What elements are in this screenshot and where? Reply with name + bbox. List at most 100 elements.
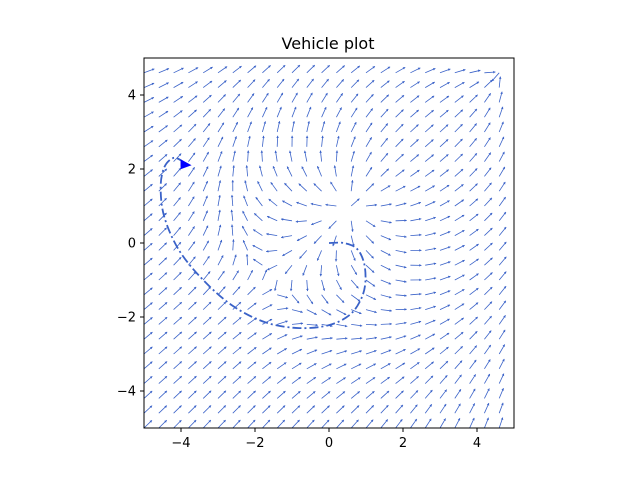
y-tick-label: 4 — [128, 89, 136, 104]
field-arrowhead — [417, 67, 421, 70]
field-arrowhead — [489, 197, 492, 201]
field-arrowhead — [457, 418, 461, 421]
field-arrowhead — [488, 137, 491, 141]
field-arrowhead — [460, 169, 464, 172]
field-arrowhead — [208, 346, 212, 350]
field-arrowhead — [282, 253, 285, 256]
field-arrowhead — [258, 165, 262, 169]
field-arrowhead — [164, 376, 168, 379]
field-arrowhead — [388, 349, 392, 352]
field-arrowhead — [218, 195, 221, 198]
field-arrowhead — [353, 136, 356, 139]
field-arrowhead — [386, 94, 389, 98]
field-arrowhead — [208, 109, 211, 112]
field-arrowhead — [234, 136, 237, 139]
field-arrowhead — [266, 250, 269, 253]
field-arrowhead — [385, 108, 389, 112]
field-arrowhead — [218, 209, 221, 213]
field-arrowhead — [164, 317, 168, 320]
field-arrowhead — [239, 66, 242, 69]
field-arrowhead — [355, 93, 359, 97]
field-arrowhead — [326, 79, 329, 82]
field-arrowhead — [223, 346, 227, 350]
field-arrowhead — [446, 185, 450, 188]
field-arrowhead — [194, 316, 197, 320]
field-arrowhead — [475, 183, 478, 186]
field-arrowhead — [267, 419, 271, 423]
field-arrowhead — [233, 150, 236, 154]
field-arrowhead — [178, 227, 181, 230]
field-arrowhead — [165, 111, 169, 114]
field-arrowhead — [284, 334, 288, 337]
field-arrowhead — [487, 388, 490, 392]
field-arrowhead — [416, 95, 420, 98]
field-arrowhead — [490, 272, 493, 275]
field-arrowhead — [268, 65, 271, 68]
field-arrowhead — [475, 94, 478, 98]
field-arrowhead — [462, 245, 465, 248]
field-arrowhead — [474, 138, 477, 141]
field-arrowhead — [488, 167, 492, 171]
field-arrowhead — [178, 420, 182, 423]
field-arrowhead — [337, 135, 340, 139]
field-arrowhead — [325, 92, 328, 96]
x-tick-label: −2 — [245, 436, 264, 451]
field-arrowhead — [385, 153, 388, 156]
field-arrowhead — [222, 270, 225, 274]
field-arrowhead — [230, 209, 234, 213]
field-arrowhead — [461, 289, 465, 292]
field-arrowhead — [372, 377, 376, 380]
field-arrowhead — [488, 330, 492, 333]
field-arrowhead — [192, 241, 196, 245]
field-arrowhead — [192, 167, 195, 170]
field-arrowhead — [404, 219, 407, 222]
field-arrowhead — [324, 107, 327, 110]
field-arrowhead — [282, 405, 286, 408]
field-arrowhead — [357, 299, 361, 302]
field-arrowhead — [253, 302, 257, 306]
field-arrowhead — [268, 198, 272, 202]
x-tick-label: 0 — [325, 436, 333, 451]
vector-field — [143, 64, 507, 429]
field-arrowhead — [238, 361, 242, 364]
field-arrowhead — [357, 65, 360, 69]
field-arrowhead — [296, 201, 299, 205]
field-arrowhead — [503, 226, 507, 230]
field-arrowhead — [313, 183, 317, 186]
field-arrowhead — [430, 389, 433, 393]
field-arrowhead — [315, 323, 318, 327]
field-arrowhead — [268, 362, 272, 365]
field-arrowhead — [264, 107, 268, 110]
field-arrowhead — [401, 390, 404, 394]
field-arrowhead — [433, 305, 436, 309]
field-arrowhead — [328, 226, 332, 229]
field-arrowhead — [328, 377, 331, 380]
field-arrowhead — [238, 376, 242, 379]
field-arrowhead — [374, 336, 377, 340]
field-arrowhead — [389, 221, 392, 224]
field-arrowhead — [344, 350, 348, 353]
field-arrowhead — [388, 253, 391, 256]
field-arrowhead — [488, 152, 491, 156]
field-arrowhead — [235, 122, 238, 125]
field-arrowhead — [389, 295, 392, 299]
field-arrowhead — [503, 315, 506, 318]
field-arrowhead — [388, 237, 392, 241]
field-arrowhead — [223, 376, 227, 379]
field-arrowhead — [432, 185, 435, 188]
field-arrowhead — [205, 181, 208, 184]
field-arrowhead — [299, 256, 302, 259]
field-arrowhead — [401, 153, 404, 157]
field-arrowhead — [179, 390, 182, 394]
field-arrowhead — [312, 65, 315, 68]
field-arrowhead — [164, 168, 167, 172]
field-arrowhead — [268, 347, 272, 351]
x-tick-label: −4 — [171, 436, 190, 451]
field-arrowhead — [312, 391, 316, 394]
field-arrowhead — [300, 335, 303, 338]
field-arrowhead — [254, 213, 257, 216]
field-arrowhead — [322, 288, 326, 291]
field-arrowhead — [372, 66, 375, 69]
x-tick-label: 4 — [473, 436, 481, 451]
field-arrowhead — [164, 183, 167, 186]
